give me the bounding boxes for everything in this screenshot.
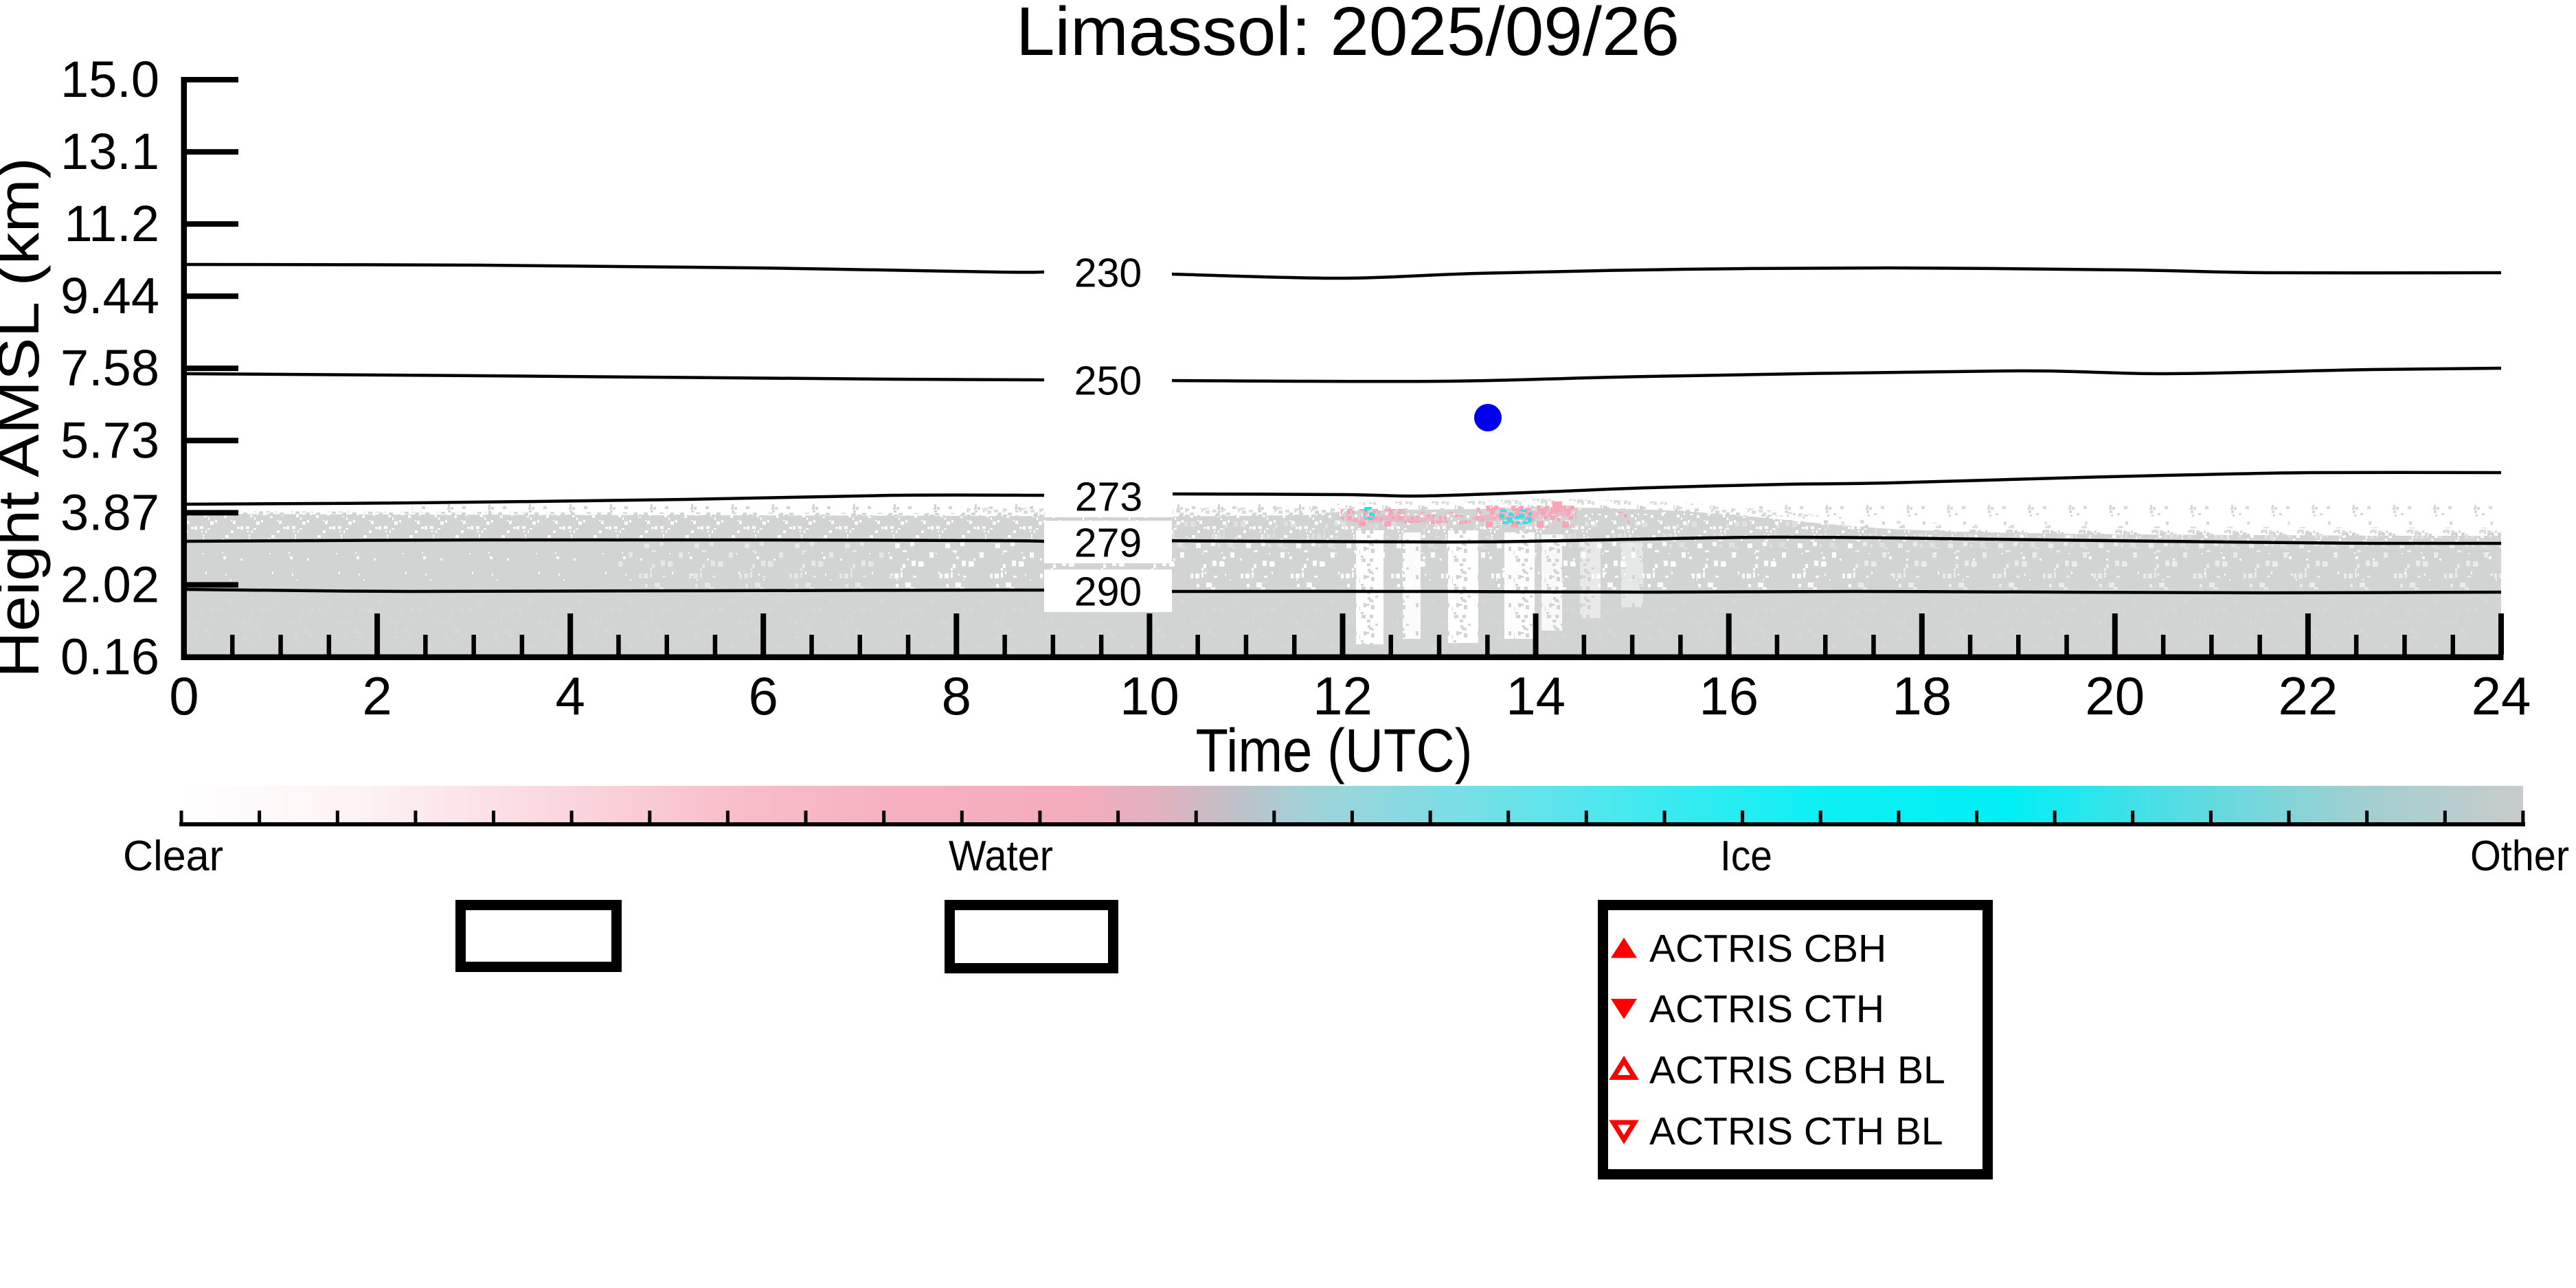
svg-text:7.58: 7.58 [60, 339, 159, 396]
svg-text:4: 4 [556, 666, 585, 726]
svg-text:20: 20 [2085, 666, 2145, 726]
svg-text:2.02: 2.02 [60, 556, 159, 613]
svg-text:3.87: 3.87 [60, 484, 159, 541]
svg-text:Time (UTC): Time (UTC) [1196, 716, 1473, 784]
svg-text:12: 12 [1313, 666, 1372, 726]
svg-text:8: 8 [942, 666, 971, 726]
svg-text:18: 18 [1892, 666, 1952, 726]
svg-text:16: 16 [1699, 666, 1759, 726]
svg-text:279: 279 [1074, 521, 1142, 566]
svg-text:2: 2 [362, 666, 392, 726]
svg-text:230: 230 [1074, 251, 1142, 296]
svg-text:9.44: 9.44 [60, 267, 159, 324]
svg-text:Water: Water [949, 833, 1053, 880]
svg-text:10: 10 [1120, 666, 1179, 726]
svg-text:ACTRIS CTH BL: ACTRIS CTH BL [1649, 1109, 1943, 1153]
svg-text:24: 24 [2472, 666, 2531, 726]
svg-text:13.1: 13.1 [60, 123, 159, 180]
svg-text:11.2: 11.2 [64, 195, 159, 252]
svg-text:250: 250 [1074, 359, 1142, 404]
svg-text:0.16: 0.16 [60, 629, 159, 686]
svg-text:Limassol: 2025/09/26: Limassol: 2025/09/26 [1016, 0, 1680, 70]
svg-text:Height AMSL (km): Height AMSL (km) [0, 157, 51, 678]
svg-text:290: 290 [1074, 569, 1142, 615]
svg-text:ACTRIS CTH: ACTRIS CTH [1649, 987, 1884, 1031]
svg-text:273: 273 [1075, 475, 1142, 520]
svg-text:ACTRIS CBH BL: ACTRIS CBH BL [1649, 1048, 1945, 1092]
svg-text:22: 22 [2279, 666, 2338, 726]
svg-text:Ice: Ice [1720, 833, 1772, 880]
svg-text:Clear: Clear [123, 833, 223, 880]
svg-text:6: 6 [749, 666, 778, 726]
svg-text:5.73: 5.73 [60, 411, 159, 468]
svg-text:Other: Other [2470, 833, 2569, 880]
svg-text:0: 0 [169, 666, 199, 726]
svg-text:15.0: 15.0 [60, 51, 159, 108]
svg-text:ACTRIS CBH: ACTRIS CBH [1649, 927, 1886, 971]
svg-text:14: 14 [1506, 666, 1566, 726]
